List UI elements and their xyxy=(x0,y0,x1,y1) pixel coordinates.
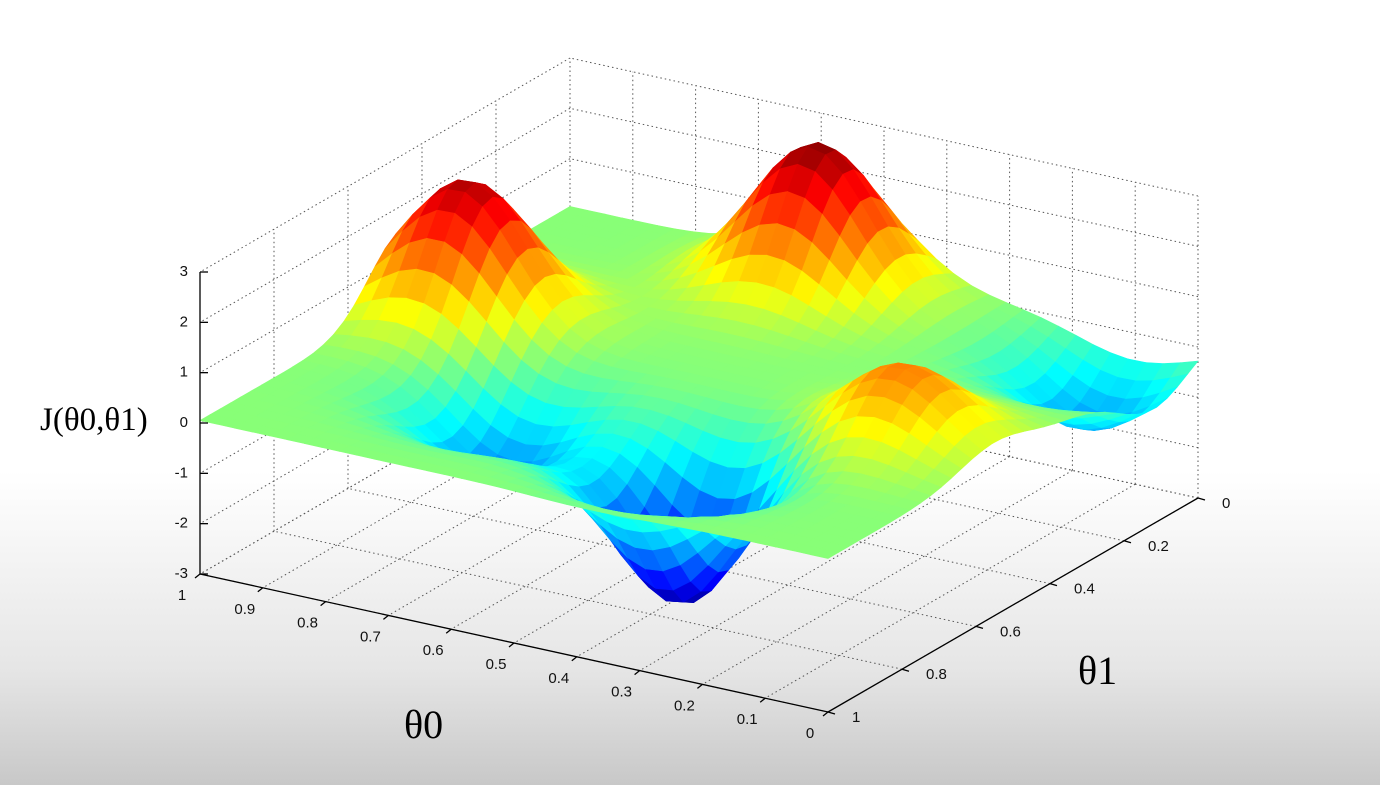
x-tick-label: 0.4 xyxy=(548,670,569,687)
y-axis-label: θ1 xyxy=(1078,648,1117,693)
x-tick-label: 0.8 xyxy=(297,615,318,632)
wall-gridline xyxy=(199,258,571,474)
y-tick-mark xyxy=(827,711,836,715)
y-tick-label: 0.8 xyxy=(926,666,947,683)
x-tick-label: 0 xyxy=(806,725,814,742)
surface-mesh xyxy=(199,141,1199,603)
x-tick-label: 1 xyxy=(178,587,186,604)
x-tick-mark xyxy=(257,587,264,593)
x-axis-label: θ0 xyxy=(404,702,443,747)
floor-gridline xyxy=(388,400,759,616)
z-tick-label: 0 xyxy=(180,414,188,431)
x-tick-mark xyxy=(696,683,703,689)
floor-gridline xyxy=(639,456,1010,672)
y-tick-mark xyxy=(975,625,984,630)
z-tick-label: -1 xyxy=(175,464,188,481)
z-axis-label: J(θ0,θ1) xyxy=(40,402,148,438)
y-tick-mark xyxy=(1049,582,1058,587)
floor-gridline xyxy=(347,487,977,627)
x-tick-label: 0.2 xyxy=(674,697,695,714)
x-tick-mark xyxy=(759,697,766,703)
y-axis-line xyxy=(827,497,1199,713)
floor-gridline xyxy=(262,373,634,589)
z-tick-label: 3 xyxy=(180,263,188,280)
z-tick-label: -3 xyxy=(175,565,188,582)
x-tick-mark xyxy=(382,614,389,620)
floor-gridline xyxy=(273,530,903,670)
y-tick-label: 0.4 xyxy=(1074,581,1095,598)
surface-patch xyxy=(809,548,840,559)
x-tick-label: 0.5 xyxy=(486,656,507,673)
z-tick-label: 2 xyxy=(180,313,188,330)
floor-gridline xyxy=(450,414,822,630)
x-tick-mark xyxy=(822,711,829,717)
wall-gridline xyxy=(199,57,571,273)
x-tick-label: 0.7 xyxy=(360,628,381,645)
x-tick-mark xyxy=(571,656,578,662)
floor-gridline xyxy=(513,428,885,644)
floor-gridline xyxy=(702,469,1073,685)
y-tick-mark xyxy=(1197,497,1206,501)
z-tick-label: -2 xyxy=(175,515,188,532)
y-tick-label: 0.2 xyxy=(1148,538,1169,555)
y-tick-mark xyxy=(901,668,910,672)
x-tick-mark xyxy=(508,642,515,648)
wall-gridline xyxy=(569,57,1199,197)
x-tick-label: 0.6 xyxy=(423,642,444,659)
z-tick-label: 1 xyxy=(180,364,188,381)
wall-gridline xyxy=(199,158,571,374)
y-tick-label: 0 xyxy=(1222,495,1230,512)
y-tick-mark xyxy=(1123,540,1132,544)
y-tick-label: 1 xyxy=(852,709,860,726)
wall-gridline xyxy=(199,107,571,323)
tick-labels: -3 -2 -1 0 1 2 3 0 0.1 0.2 0.3 0.4 0.5 0.6 0.7 0.8 0.9 1 0… xyxy=(175,263,1231,742)
floor-gridline xyxy=(576,442,948,658)
wall-gridline xyxy=(569,158,1199,298)
x-tick-mark xyxy=(320,601,327,607)
x-tick-label: 0.3 xyxy=(611,684,632,701)
wall-gridline xyxy=(569,107,1199,247)
wall-gridline xyxy=(199,309,571,525)
floor-gridline xyxy=(325,387,696,603)
y-tick-label: 0.6 xyxy=(1000,623,1021,640)
wall-gridline xyxy=(199,359,571,575)
x-tick-label: 0.9 xyxy=(234,601,255,618)
floor-gridline xyxy=(764,483,1136,699)
x-tick-mark xyxy=(445,628,452,634)
x-tick-label: 0.1 xyxy=(737,711,758,728)
x-tick-mark xyxy=(194,573,201,579)
x-tick-mark xyxy=(634,670,641,676)
